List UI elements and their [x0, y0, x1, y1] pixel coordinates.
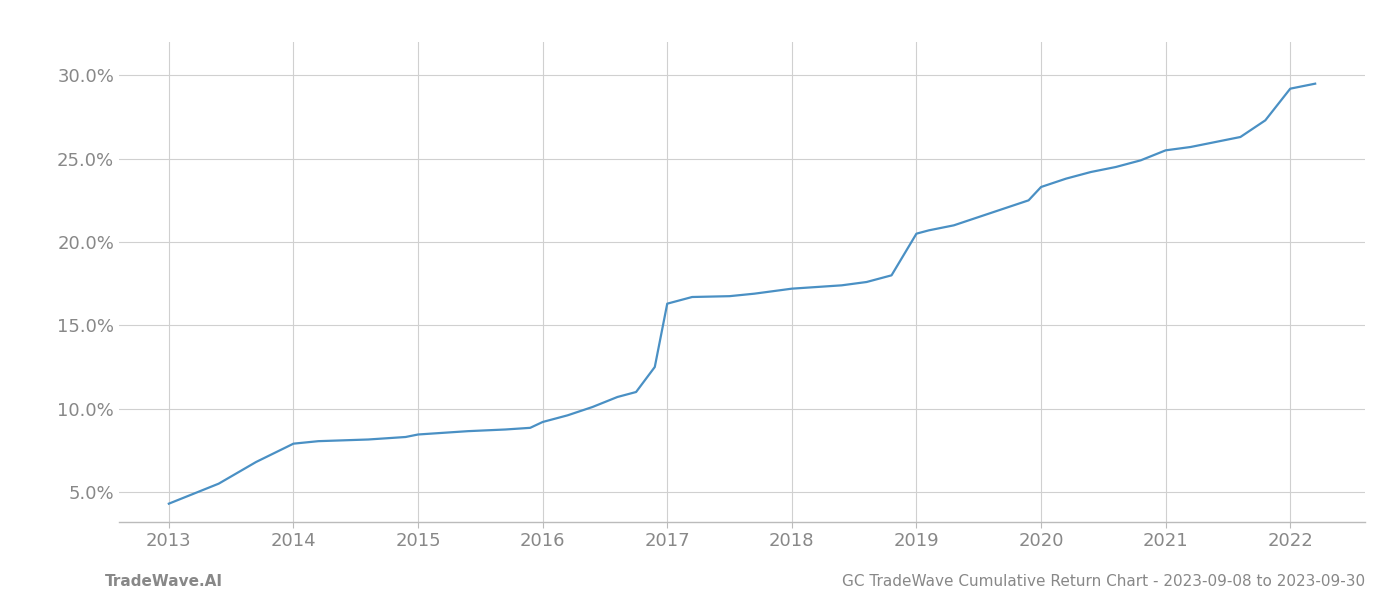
Text: TradeWave.AI: TradeWave.AI	[105, 574, 223, 589]
Text: GC TradeWave Cumulative Return Chart - 2023-09-08 to 2023-09-30: GC TradeWave Cumulative Return Chart - 2…	[841, 574, 1365, 589]
